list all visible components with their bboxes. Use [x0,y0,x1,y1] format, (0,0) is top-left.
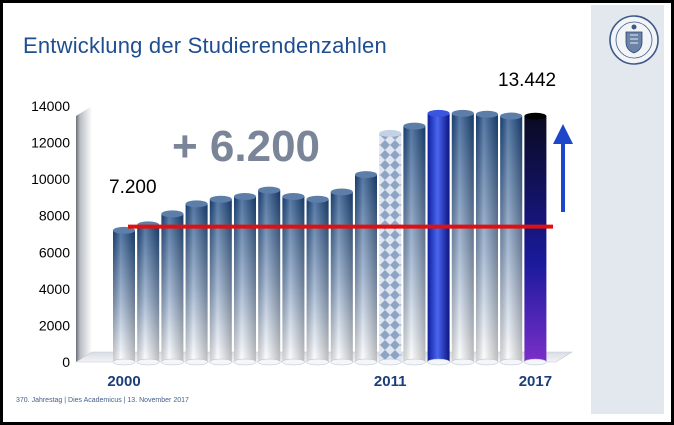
x-tick-label: 2017 [519,373,552,390]
y-tick-label: 12000 [31,135,70,151]
y-tick-label: 14000 [31,98,70,114]
bar-2017 [524,112,547,366]
bar-2010 [354,171,378,366]
end-value-label: 13.442 [498,70,556,91]
y-tick-label: 6000 [39,244,70,260]
increase-label: + 6.200 [172,122,320,171]
start-value-label: 7.200 [109,177,157,198]
slide-title: Entwicklung der Studierendenzahlen [23,33,387,58]
bar-2012 [403,122,426,366]
university-seal-icon [609,15,659,65]
bar-2015 [475,110,499,366]
x-tick-label: 2011 [374,373,407,390]
bar-2003 [185,200,208,366]
y-tick-label: 2000 [39,317,70,333]
bar-2007 [282,193,305,366]
y-tick-label: 8000 [39,208,70,224]
bar-2001 [136,221,160,366]
x-tick-label: 2000 [107,373,140,390]
bar-2009 [330,188,354,366]
y-tick-label: 0 [62,354,70,370]
bar-2013 [427,109,450,366]
bar-2005 [233,193,257,366]
y-tick-label: 4000 [39,281,70,297]
bar-2008 [306,195,329,366]
bar-2011 [378,129,402,366]
bar-2016 [499,112,523,366]
y-tick-label: 10000 [31,171,70,187]
bar-2002 [161,210,184,366]
slide-footer: 370. Jahrestag | Dies Academicus | 13. N… [16,397,189,404]
bar-2004 [209,195,233,366]
chart-back-wall [76,106,92,362]
bar-2000 [112,226,136,366]
side-panel [591,5,664,414]
bar-2014 [451,109,475,366]
bar-2006 [257,186,281,366]
